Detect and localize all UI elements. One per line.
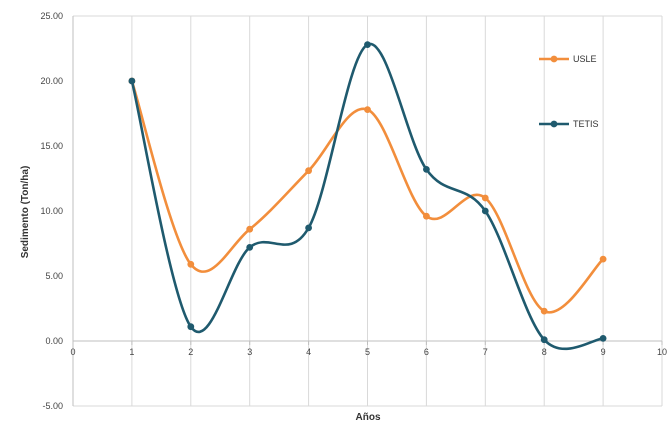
legend: USLE TETIS <box>539 54 599 129</box>
y-tick-label: 15.00 <box>40 141 63 151</box>
x-tick-label: 4 <box>306 347 311 357</box>
x-tick-label: 2 <box>188 347 193 357</box>
data-point-tetis <box>305 224 312 232</box>
x-tick-label: 3 <box>247 347 252 357</box>
x-axis-title: Años <box>356 412 381 423</box>
x-tick-label: 10 <box>657 347 667 357</box>
x-tick-label: 1 <box>129 347 134 357</box>
data-point-usle <box>364 106 371 113</box>
data-point-tetis <box>187 323 195 331</box>
data-point-usle <box>423 212 430 220</box>
legend-marker-tetis <box>550 120 558 128</box>
series-lines <box>128 41 607 351</box>
y-tick-label: -5.00 <box>42 401 63 411</box>
data-point-tetis <box>599 335 607 342</box>
data-point-tetis <box>540 336 548 344</box>
x-tick-label: 6 <box>424 347 429 357</box>
data-point-tetis <box>364 41 371 48</box>
legend-marker-usle <box>550 55 558 63</box>
y-tick-label: 0.00 <box>45 336 63 346</box>
axes: -5.00 0.00 5.00 10.00 15.00 20.00 25.00 0 1 2 3 4 5 6… <box>40 11 667 411</box>
legend-label-tetis: TETIS <box>573 119 599 129</box>
x-tick-label: 9 <box>601 347 606 357</box>
x-tick-label: 7 <box>483 347 488 357</box>
data-point-tetis <box>423 166 430 173</box>
data-point-usle <box>187 260 195 268</box>
y-tick-label: 10.00 <box>40 206 63 216</box>
x-tick-label: 8 <box>542 347 547 357</box>
data-point-usle <box>599 255 607 263</box>
y-axis-title: Sedimento (Ton/ha) <box>20 166 31 259</box>
x-tick-label: 0 <box>70 347 75 357</box>
data-point-tetis <box>481 207 489 215</box>
data-point-usle <box>481 194 489 202</box>
y-tick-label: 20.00 <box>40 76 63 86</box>
legend-label-usle: USLE <box>573 54 597 64</box>
y-tick-label: 25.00 <box>40 11 63 21</box>
data-point-usle <box>246 225 254 233</box>
data-point-usle <box>305 167 312 175</box>
data-point-tetis <box>246 244 254 251</box>
data-point-usle <box>540 307 548 315</box>
data-point-tetis <box>128 77 136 85</box>
x-tick-label: 5 <box>365 347 370 357</box>
y-tick-label: 5.00 <box>45 271 63 281</box>
